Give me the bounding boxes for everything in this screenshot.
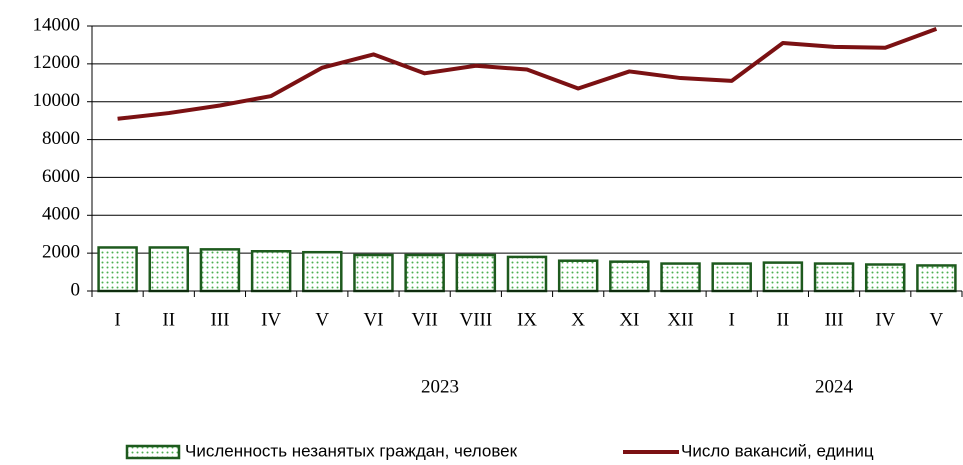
y-tick-label: 6000 bbox=[42, 166, 80, 187]
x-tick-label: I bbox=[114, 309, 120, 330]
x-tick-label: IX bbox=[517, 309, 537, 330]
legend-swatch bbox=[125, 444, 181, 460]
x-tick-label: II bbox=[162, 309, 175, 330]
x-tick-label: VIII bbox=[459, 309, 492, 330]
y-tick-label: 0 bbox=[71, 279, 81, 300]
bar bbox=[813, 262, 855, 293]
x-tick-label: V bbox=[315, 309, 329, 330]
x-tick-label: I bbox=[729, 309, 735, 330]
x-tick-label: VI bbox=[363, 309, 383, 330]
bar bbox=[916, 264, 957, 293]
bar bbox=[506, 255, 548, 293]
bar bbox=[455, 253, 497, 293]
y-tick-label: 12000 bbox=[33, 52, 81, 73]
x-tick-label: VII bbox=[411, 309, 437, 330]
line bbox=[117, 26, 938, 121]
bar bbox=[97, 246, 138, 293]
y-tick-label: 14000 bbox=[33, 14, 81, 35]
x-tick-label: II bbox=[777, 309, 790, 330]
bar bbox=[609, 260, 650, 293]
x-tick-label: XI bbox=[619, 309, 639, 330]
y-tick-label: 10000 bbox=[33, 90, 81, 111]
y-tick-label: 4000 bbox=[42, 204, 80, 225]
x-tick-label: XII bbox=[667, 309, 693, 330]
bar bbox=[864, 263, 906, 293]
bar bbox=[557, 259, 599, 293]
y-tick-label: 2000 bbox=[42, 242, 80, 263]
y-tick-label: 8000 bbox=[42, 128, 80, 149]
legend-label: Численность незанятых граждан, человек bbox=[185, 441, 518, 460]
x-tick-label: III bbox=[825, 309, 844, 330]
x-tick-label: X bbox=[571, 309, 585, 330]
x-tick-label: IV bbox=[875, 309, 895, 330]
bar bbox=[148, 246, 190, 293]
year-label: 2023 bbox=[421, 376, 459, 397]
x-tick-label: III bbox=[210, 309, 229, 330]
legend-label: Число вакансий, единиц bbox=[681, 441, 874, 460]
year-label: 2024 bbox=[815, 376, 854, 397]
bar bbox=[353, 253, 394, 293]
bar bbox=[762, 261, 804, 293]
bar bbox=[302, 250, 343, 293]
bar bbox=[404, 253, 445, 293]
bar bbox=[711, 262, 752, 293]
x-tick-label: IV bbox=[261, 309, 281, 330]
bar bbox=[199, 248, 241, 293]
x-tick-label: V bbox=[930, 309, 944, 330]
bar bbox=[250, 250, 292, 293]
bar bbox=[660, 262, 701, 293]
